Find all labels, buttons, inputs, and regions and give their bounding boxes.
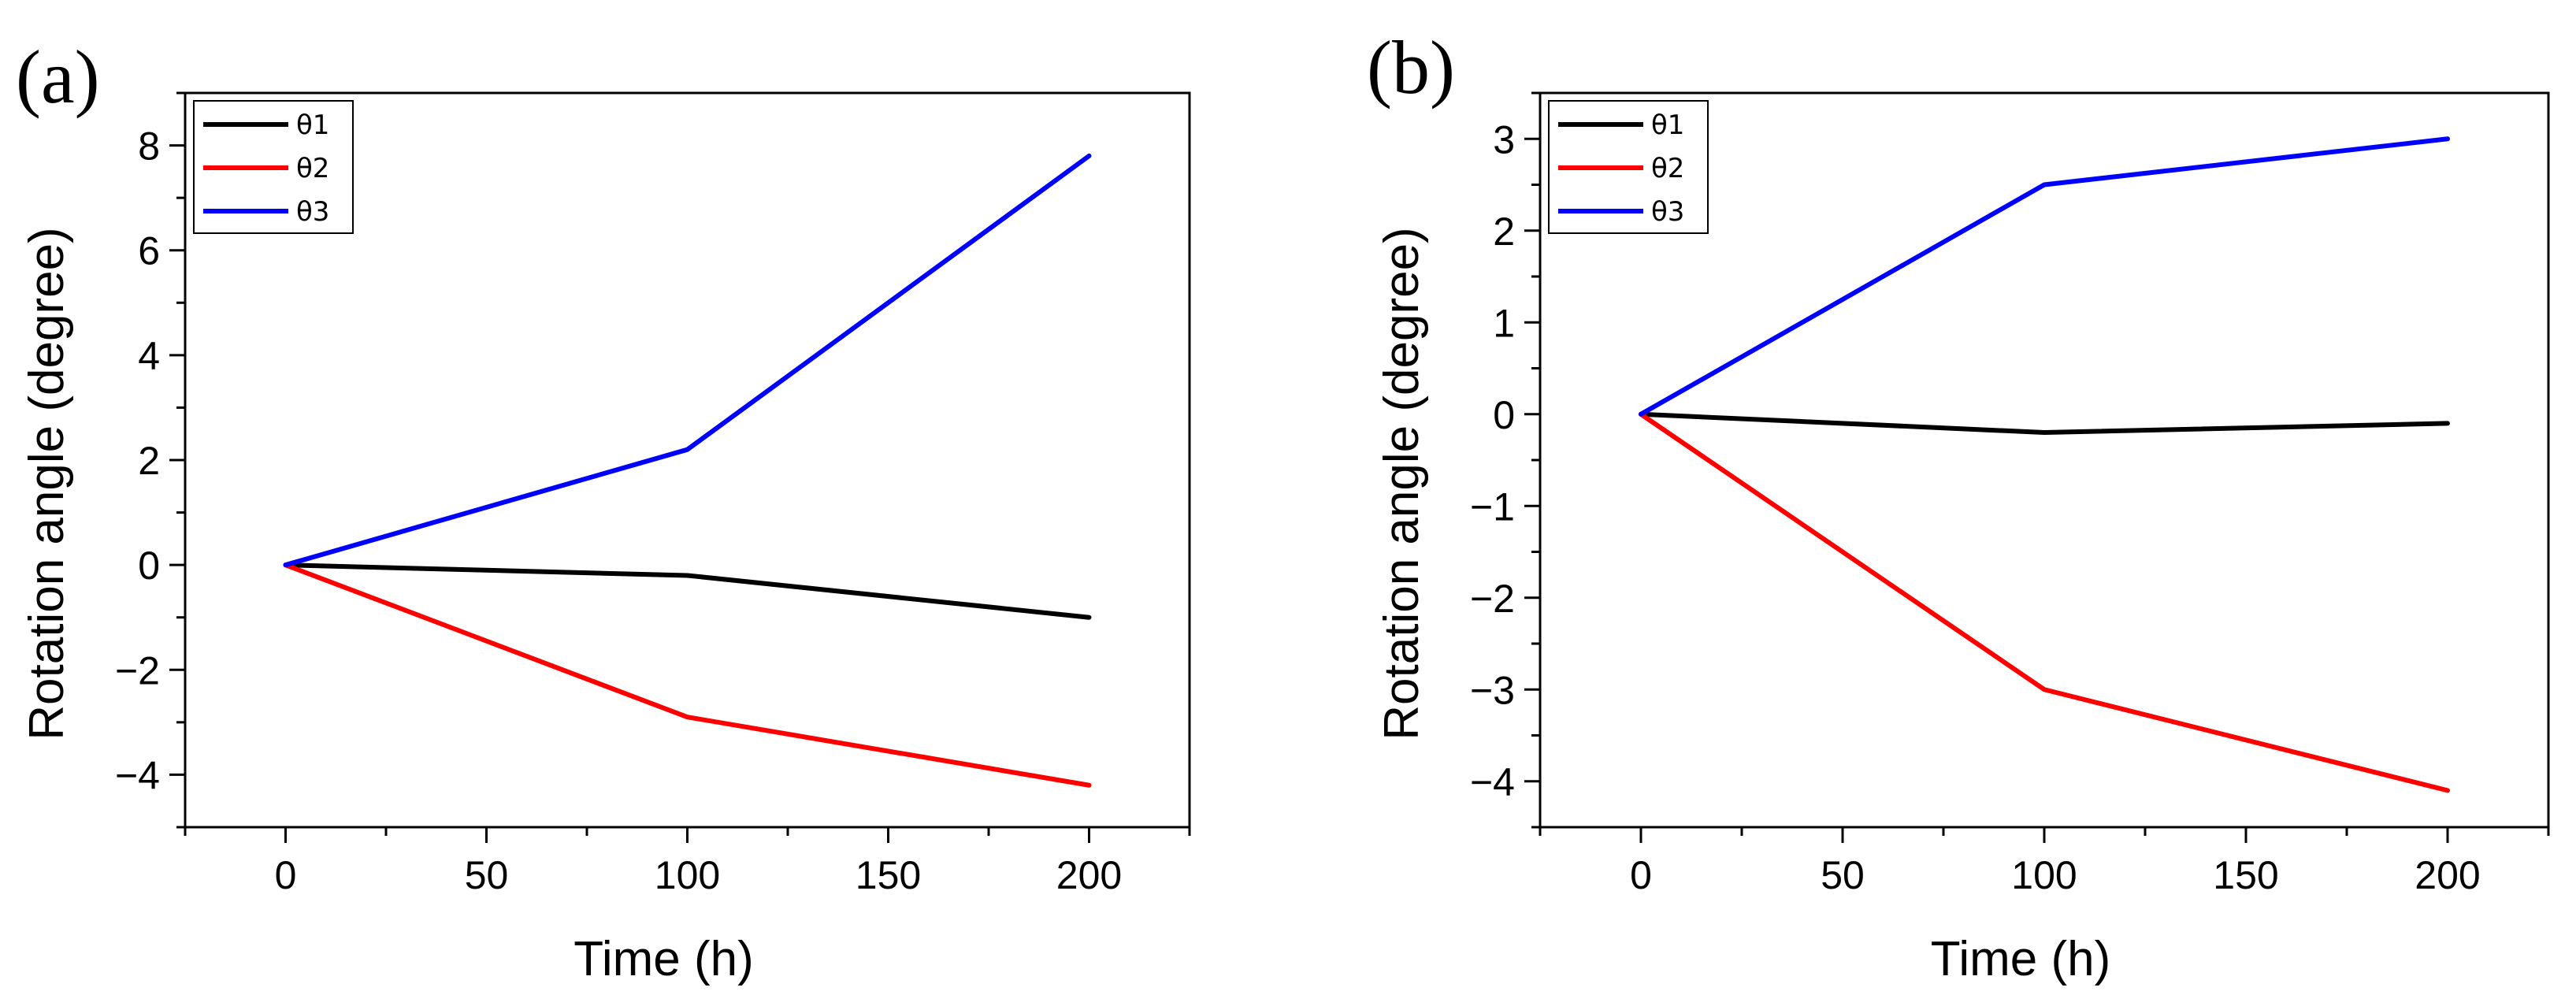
series-line-theta1 <box>1639 411 2450 436</box>
y-tick-label: 6 <box>138 229 160 273</box>
y-tick-label: −3 <box>1470 668 1515 712</box>
y-tick-label: 3 <box>1493 117 1515 161</box>
chart-panel-a: (a) 0 50 100 150 200 −4 −2 0 2 4 6 8 Time (h) Rotation… <box>16 35 1191 986</box>
y-tick-label: 4 <box>138 334 160 378</box>
legend-label-theta2: θ2 <box>296 153 329 184</box>
x-tick-label: 100 <box>2011 853 2077 897</box>
series-line-theta2 <box>283 562 1092 788</box>
y-axis-title: Rotation angle (degree) <box>20 227 74 740</box>
x-tick-label: 50 <box>1821 853 1865 897</box>
y-tick-label: 8 <box>138 124 160 169</box>
y-tick-label: −1 <box>1470 484 1515 529</box>
y-tick-label: −4 <box>115 753 160 797</box>
y-tick-label: 0 <box>1493 393 1515 437</box>
legend-label-theta2: θ2 <box>1651 153 1684 184</box>
x-tick-label: 150 <box>2213 853 2278 897</box>
y-tick-label: 2 <box>1493 210 1515 254</box>
x-tick-label: 200 <box>2415 853 2480 897</box>
legend-label-theta1: θ1 <box>1651 110 1684 141</box>
legend-label-theta1: θ1 <box>296 110 329 141</box>
panel-label: (a) <box>16 35 100 119</box>
legend: θ1 θ2 θ3 <box>193 100 354 234</box>
y-tick-label: 0 <box>138 544 160 588</box>
chart-panel-b: (b) 0 50 100 150 200 −4 −3 −2 −1 0 1 2 3 Time (h) Rotat… <box>1367 25 2550 986</box>
legend-label-theta3: θ3 <box>1651 196 1684 228</box>
y-axis-title: Rotation angle (degree) <box>1375 227 1429 740</box>
x-tick-label: 0 <box>275 853 297 897</box>
y-tick-label: 1 <box>1493 301 1515 345</box>
series-line-theta1 <box>283 562 1092 620</box>
x-tick-label: 50 <box>465 853 509 897</box>
x-tick-label: 100 <box>655 853 720 897</box>
legend: θ1 θ2 θ3 <box>1548 100 1709 234</box>
panel-label: (b) <box>1367 25 1455 110</box>
y-tick-label: −2 <box>1470 577 1515 621</box>
series-line-theta3 <box>283 153 1092 568</box>
x-tick-label: 200 <box>1056 853 1122 897</box>
y-tick-label: −2 <box>115 648 160 692</box>
x-tick-label: 0 <box>1630 853 1652 897</box>
legend-label-theta3: θ3 <box>296 196 329 228</box>
series-line-theta3 <box>1639 136 2450 417</box>
x-axis-title: Time (h) <box>573 932 753 986</box>
series-line-theta2 <box>1639 411 2450 793</box>
x-axis-title: Time (h) <box>1931 932 2110 986</box>
x-tick-label: 150 <box>856 853 921 897</box>
y-tick-label: 2 <box>138 439 160 483</box>
y-tick-label: −4 <box>1470 760 1515 804</box>
